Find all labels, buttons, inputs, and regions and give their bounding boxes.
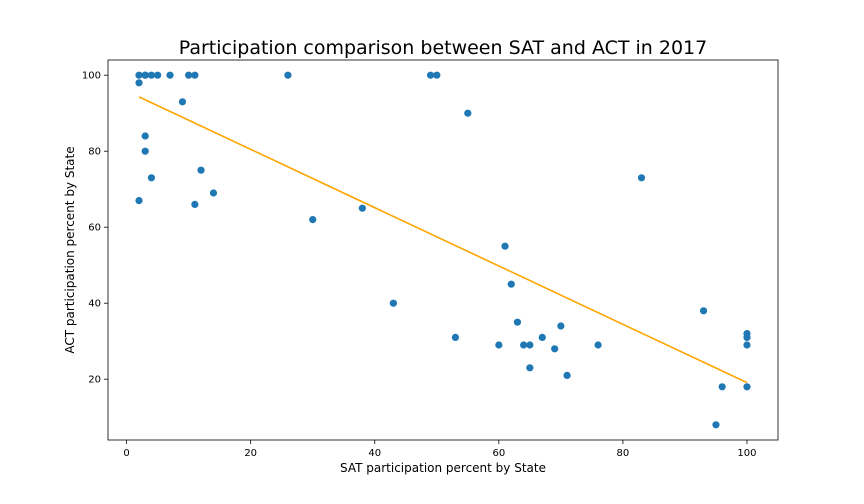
data-point: [594, 341, 602, 349]
data-point: [520, 341, 528, 349]
data-point: [464, 109, 472, 117]
x-tick-label: 20: [244, 448, 257, 459]
data-point: [743, 333, 751, 341]
data-point: [451, 333, 460, 341]
data-point: [507, 280, 515, 288]
data-point: [309, 216, 317, 224]
data-point: [718, 383, 726, 391]
data-point: [191, 200, 199, 208]
data-point: [495, 341, 503, 349]
trendline: [138, 96, 748, 384]
data-point: [551, 345, 559, 353]
data-point: [538, 333, 546, 341]
y-axis: 20 40 60 80 100: [82, 71, 108, 386]
data-point: [185, 71, 193, 79]
data-point: [699, 307, 708, 315]
data-point: [563, 371, 571, 379]
data-point: [166, 71, 174, 79]
x-tick-label: 100: [737, 448, 756, 459]
data-point: [389, 299, 397, 307]
x-tick-label: 0: [123, 448, 129, 459]
data-point: [557, 322, 565, 330]
x-tick-label: 60: [492, 448, 505, 459]
data-point: [284, 71, 292, 79]
data-point: [712, 421, 720, 429]
data-point: [513, 318, 522, 326]
x-axis-label: SAT participation percent by State: [340, 461, 546, 475]
y-axis-label: ACT participation percent by State: [63, 146, 77, 353]
data-point: [501, 242, 509, 250]
data-point: [358, 204, 366, 212]
data-point: [433, 71, 441, 79]
data-point: [743, 341, 751, 349]
data-point: [426, 71, 435, 79]
y-tick-label: 40: [88, 299, 101, 310]
x-axis: 0 20 40 60 80 100: [123, 440, 757, 459]
data-point: [526, 364, 534, 372]
data-point: [147, 71, 156, 79]
data-point: [191, 71, 199, 79]
data-point: [141, 71, 149, 79]
data-point: [154, 71, 162, 79]
y-tick-label: 80: [88, 147, 101, 158]
plot-area: [107, 59, 779, 441]
y-tick-label: 20: [88, 375, 101, 386]
x-tick-label: 40: [368, 448, 381, 459]
data-point: [637, 174, 646, 182]
data-point: [178, 98, 187, 106]
data-point: [141, 132, 149, 140]
data-point: [147, 174, 156, 182]
points-layer: [135, 71, 751, 429]
data-point: [743, 383, 751, 391]
data-point: [209, 189, 218, 197]
trendline-layer: [138, 96, 748, 384]
y-tick-label: 60: [88, 223, 101, 234]
y-tick-label: 100: [82, 71, 101, 82]
data-point: [197, 166, 205, 174]
data-point: [135, 71, 143, 79]
x-tick-label: 80: [617, 448, 630, 459]
data-point: [135, 79, 143, 87]
data-point: [526, 341, 534, 349]
chart-title: Participation comparison between SAT and…: [179, 37, 707, 59]
data-point: [135, 197, 143, 205]
data-point: [141, 147, 149, 155]
